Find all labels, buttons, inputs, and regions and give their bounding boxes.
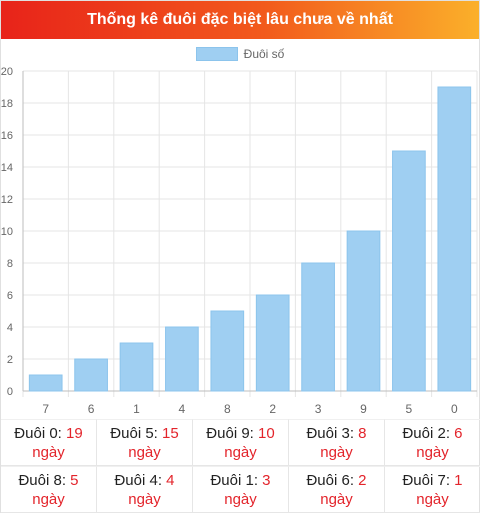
stat-cell: Đuôi 5: 15 ngày [97,419,193,466]
bar [165,326,199,392]
x-tick-label: 3 [315,402,322,416]
y-tick-label: 10 [1,226,13,238]
stat-value: 15 [162,424,179,442]
bar [210,310,245,392]
stat-cell: Đuôi 2: 6 ngày [385,419,480,466]
stat-cell: Đuôi 6: 2 ngày [289,466,385,513]
stat-label: Đuôi 8: [18,471,71,489]
stat-value: 10 [258,424,275,442]
bar [437,86,472,392]
y-tick-label: 20 [1,66,13,78]
bar [74,358,108,392]
stat-unit: ngày [416,490,449,508]
stat-cell: Đuôi 4: 4 ngày [97,466,193,513]
stat-unit: ngày [32,490,65,508]
stat-label: Đuôi 3: [306,424,359,442]
stat-cell: Đuôi 1: 3 ngày [193,466,289,513]
x-tick-label: 5 [406,402,413,416]
y-tick-label: 12 [1,194,13,206]
stat-label: Đuôi 9: [206,424,258,442]
y-tick-label: 18 [1,98,13,110]
stat-value: 6 [454,424,463,442]
stat-value: 19 [66,424,83,442]
stat-cell: Đuôi 3: 8 ngày [289,419,385,466]
stat-cell: Đuôi 7: 1 ngày [385,466,480,513]
stat-unit: ngày [32,443,65,461]
stat-label: Đuôi 1: [210,471,263,489]
stat-unit: ngày [128,490,161,508]
stats-grid: Đuôi 0: 19 ngày Đuôi 5: 15 ngày Đuôi 9: … [1,419,480,514]
bar [28,374,63,392]
stat-unit: ngày [320,443,353,461]
y-tick-label: 6 [7,290,13,302]
page-title: Thống kê đuôi đặc biệt lâu chưa về nhất [1,1,479,39]
x-tick-label: 4 [179,402,186,416]
stat-label: Đuôi 4: [114,471,167,489]
x-tick-label: 7 [42,402,49,416]
y-tick-label: 16 [1,130,13,142]
stat-cell: Đuôi 8: 5 ngày [1,466,97,513]
y-tick-label: 0 [7,386,13,398]
stat-label: Đuôi 2: [402,424,455,442]
stat-label: Đuôi 7: [402,471,455,489]
x-tick-label: 2 [269,402,276,416]
y-tick-label: 14 [1,162,13,174]
stat-unit: ngày [320,490,353,508]
stat-label: Đuôi 5: [110,424,162,442]
bar [392,150,426,392]
x-tick-label: 9 [360,402,367,416]
stat-value: 4 [166,471,175,489]
x-tick-label: 0 [451,402,458,416]
stat-value: 1 [454,471,463,489]
stat-unit: ngày [416,443,449,461]
bar [119,342,154,392]
y-tick-label: 4 [7,322,13,334]
stat-unit: ngày [224,490,257,508]
stat-label: Đuôi 6: [306,471,359,489]
stat-unit: ngày [224,443,257,461]
stat-value: 8 [358,424,367,442]
stat-value: 2 [358,471,367,489]
stat-cell: Đuôi 0: 19 ngày [1,419,97,466]
x-tick-label: 8 [224,402,231,416]
bar [301,262,335,392]
bar [346,230,381,392]
stat-value: 5 [70,471,79,489]
stat-value: 3 [262,471,271,489]
x-tick-label: 6 [88,402,95,416]
bar [255,294,290,392]
legend-swatch [195,47,238,61]
y-tick-label: 8 [7,258,13,270]
stat-label: Đuôi 0: [14,424,66,442]
chart-legend[interactable]: Đuôi số [1,47,479,61]
stat-cell: Đuôi 9: 10 ngày [193,419,289,466]
stat-unit: ngày [128,443,161,461]
legend-label: Đuôi số [243,47,285,61]
x-tick-label: 1 [133,402,140,416]
y-tick-label: 2 [7,354,13,366]
